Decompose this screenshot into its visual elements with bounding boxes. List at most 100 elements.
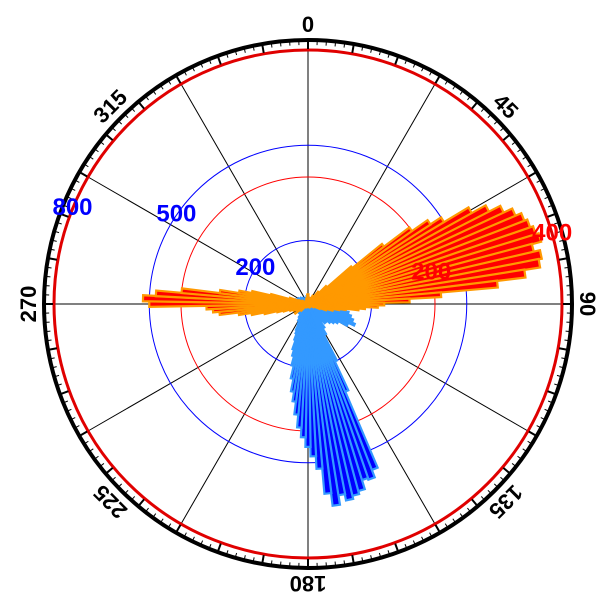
red-ring-label: 400 [532, 219, 572, 246]
frame-tick [234, 50, 238, 56]
blue-ring-label: 200 [235, 254, 275, 281]
frame-tick [471, 498, 479, 507]
red-bar [306, 218, 433, 306]
frame-tick [152, 513, 157, 518]
red-series-bars [141, 203, 544, 317]
frame-tick [152, 90, 157, 95]
frame-tick [105, 133, 114, 141]
frame-tick [208, 59, 212, 65]
frame-tick [159, 518, 164, 524]
frame-tick [500, 126, 505, 132]
frame-tick [404, 59, 408, 65]
frame-tick [46, 266, 52, 269]
frame-tick [536, 425, 542, 429]
blue-ring-label: 800 [52, 194, 92, 221]
frame-tick [452, 518, 457, 524]
frame-tick [500, 476, 505, 482]
frame-tick [88, 155, 94, 160]
frame-tick [47, 257, 58, 261]
frame-tick [547, 204, 553, 208]
frame-tick [334, 41, 337, 47]
frame-tick [183, 532, 187, 538]
frame-tick [225, 52, 229, 58]
frame-tick [63, 400, 69, 404]
frame-tick [378, 50, 382, 56]
frame-tick [556, 230, 562, 234]
frame-tick [175, 74, 182, 84]
red-outer-ring [52, 48, 564, 560]
frame-tick [83, 440, 89, 445]
frame-tick [559, 366, 565, 369]
frame-tick [56, 383, 62, 387]
frame-tick [99, 463, 105, 467]
frame-tick [167, 523, 172, 529]
frame-tick [216, 55, 222, 65]
frame-tick [145, 507, 149, 513]
angle-label: 135 [484, 480, 528, 524]
frame-tick [159, 84, 164, 90]
frame-tick [49, 357, 55, 360]
frame-tick [522, 448, 528, 453]
frame-tick [66, 408, 72, 412]
frame-tick [351, 43, 355, 54]
frame-tick [421, 66, 425, 72]
frame-tick [74, 179, 80, 183]
frame-tick [429, 70, 433, 76]
frame-tick [540, 417, 546, 421]
frame-tick [544, 408, 550, 412]
frame-tick [471, 101, 479, 110]
polar-frame [42, 38, 574, 570]
frame-tick [200, 62, 204, 68]
frame-tick [279, 561, 282, 567]
angle-label: 180 [290, 571, 327, 596]
frame-tick [63, 204, 69, 208]
frame-tick [544, 196, 550, 200]
frame-tick [145, 95, 149, 101]
frame-tick [387, 52, 391, 58]
frame-tick [480, 496, 486, 501]
frame-tick [554, 221, 560, 225]
frame-tick [137, 498, 145, 507]
frame-tick [511, 463, 517, 467]
frame-tick [361, 557, 364, 563]
frame-tick [528, 171, 538, 178]
frame-tick [361, 45, 364, 51]
frame-tick [51, 239, 57, 242]
frame-tick [49, 248, 55, 251]
frame-tick [99, 141, 105, 145]
frame-tick [444, 523, 449, 529]
frame-tick [459, 513, 464, 518]
frame-tick [502, 133, 511, 141]
frame-tick [547, 400, 553, 404]
frame-tick [547, 212, 557, 218]
frame-tick [334, 561, 337, 567]
frame-tick [243, 555, 246, 561]
blue-series-bars [289, 294, 380, 507]
frame-tick [522, 155, 528, 160]
frame-tick [261, 43, 265, 54]
frame-tick [502, 467, 511, 475]
frame-tick [56, 221, 62, 225]
angle-label: 225 [88, 480, 132, 524]
frame-tick [66, 196, 72, 200]
frame-tick [46, 339, 52, 342]
frame-tick [175, 524, 182, 534]
frame-tick [111, 476, 116, 482]
frame-tick [444, 79, 449, 85]
frame-tick [70, 187, 76, 191]
frame-tick [225, 550, 229, 556]
frame-tick [517, 455, 522, 460]
frame-tick [564, 266, 570, 269]
frame-tick [191, 66, 195, 72]
frame-tick [343, 560, 346, 566]
frame-tick [429, 532, 433, 538]
frame-tick [88, 448, 94, 453]
frame-tick [528, 430, 538, 437]
frame-tick [252, 45, 255, 51]
frame-tick [279, 41, 282, 47]
frame-tick [370, 47, 373, 53]
frame-tick [54, 374, 60, 378]
frame-tick [191, 536, 195, 542]
frame-tick [270, 42, 273, 48]
frame-tick [540, 187, 546, 191]
